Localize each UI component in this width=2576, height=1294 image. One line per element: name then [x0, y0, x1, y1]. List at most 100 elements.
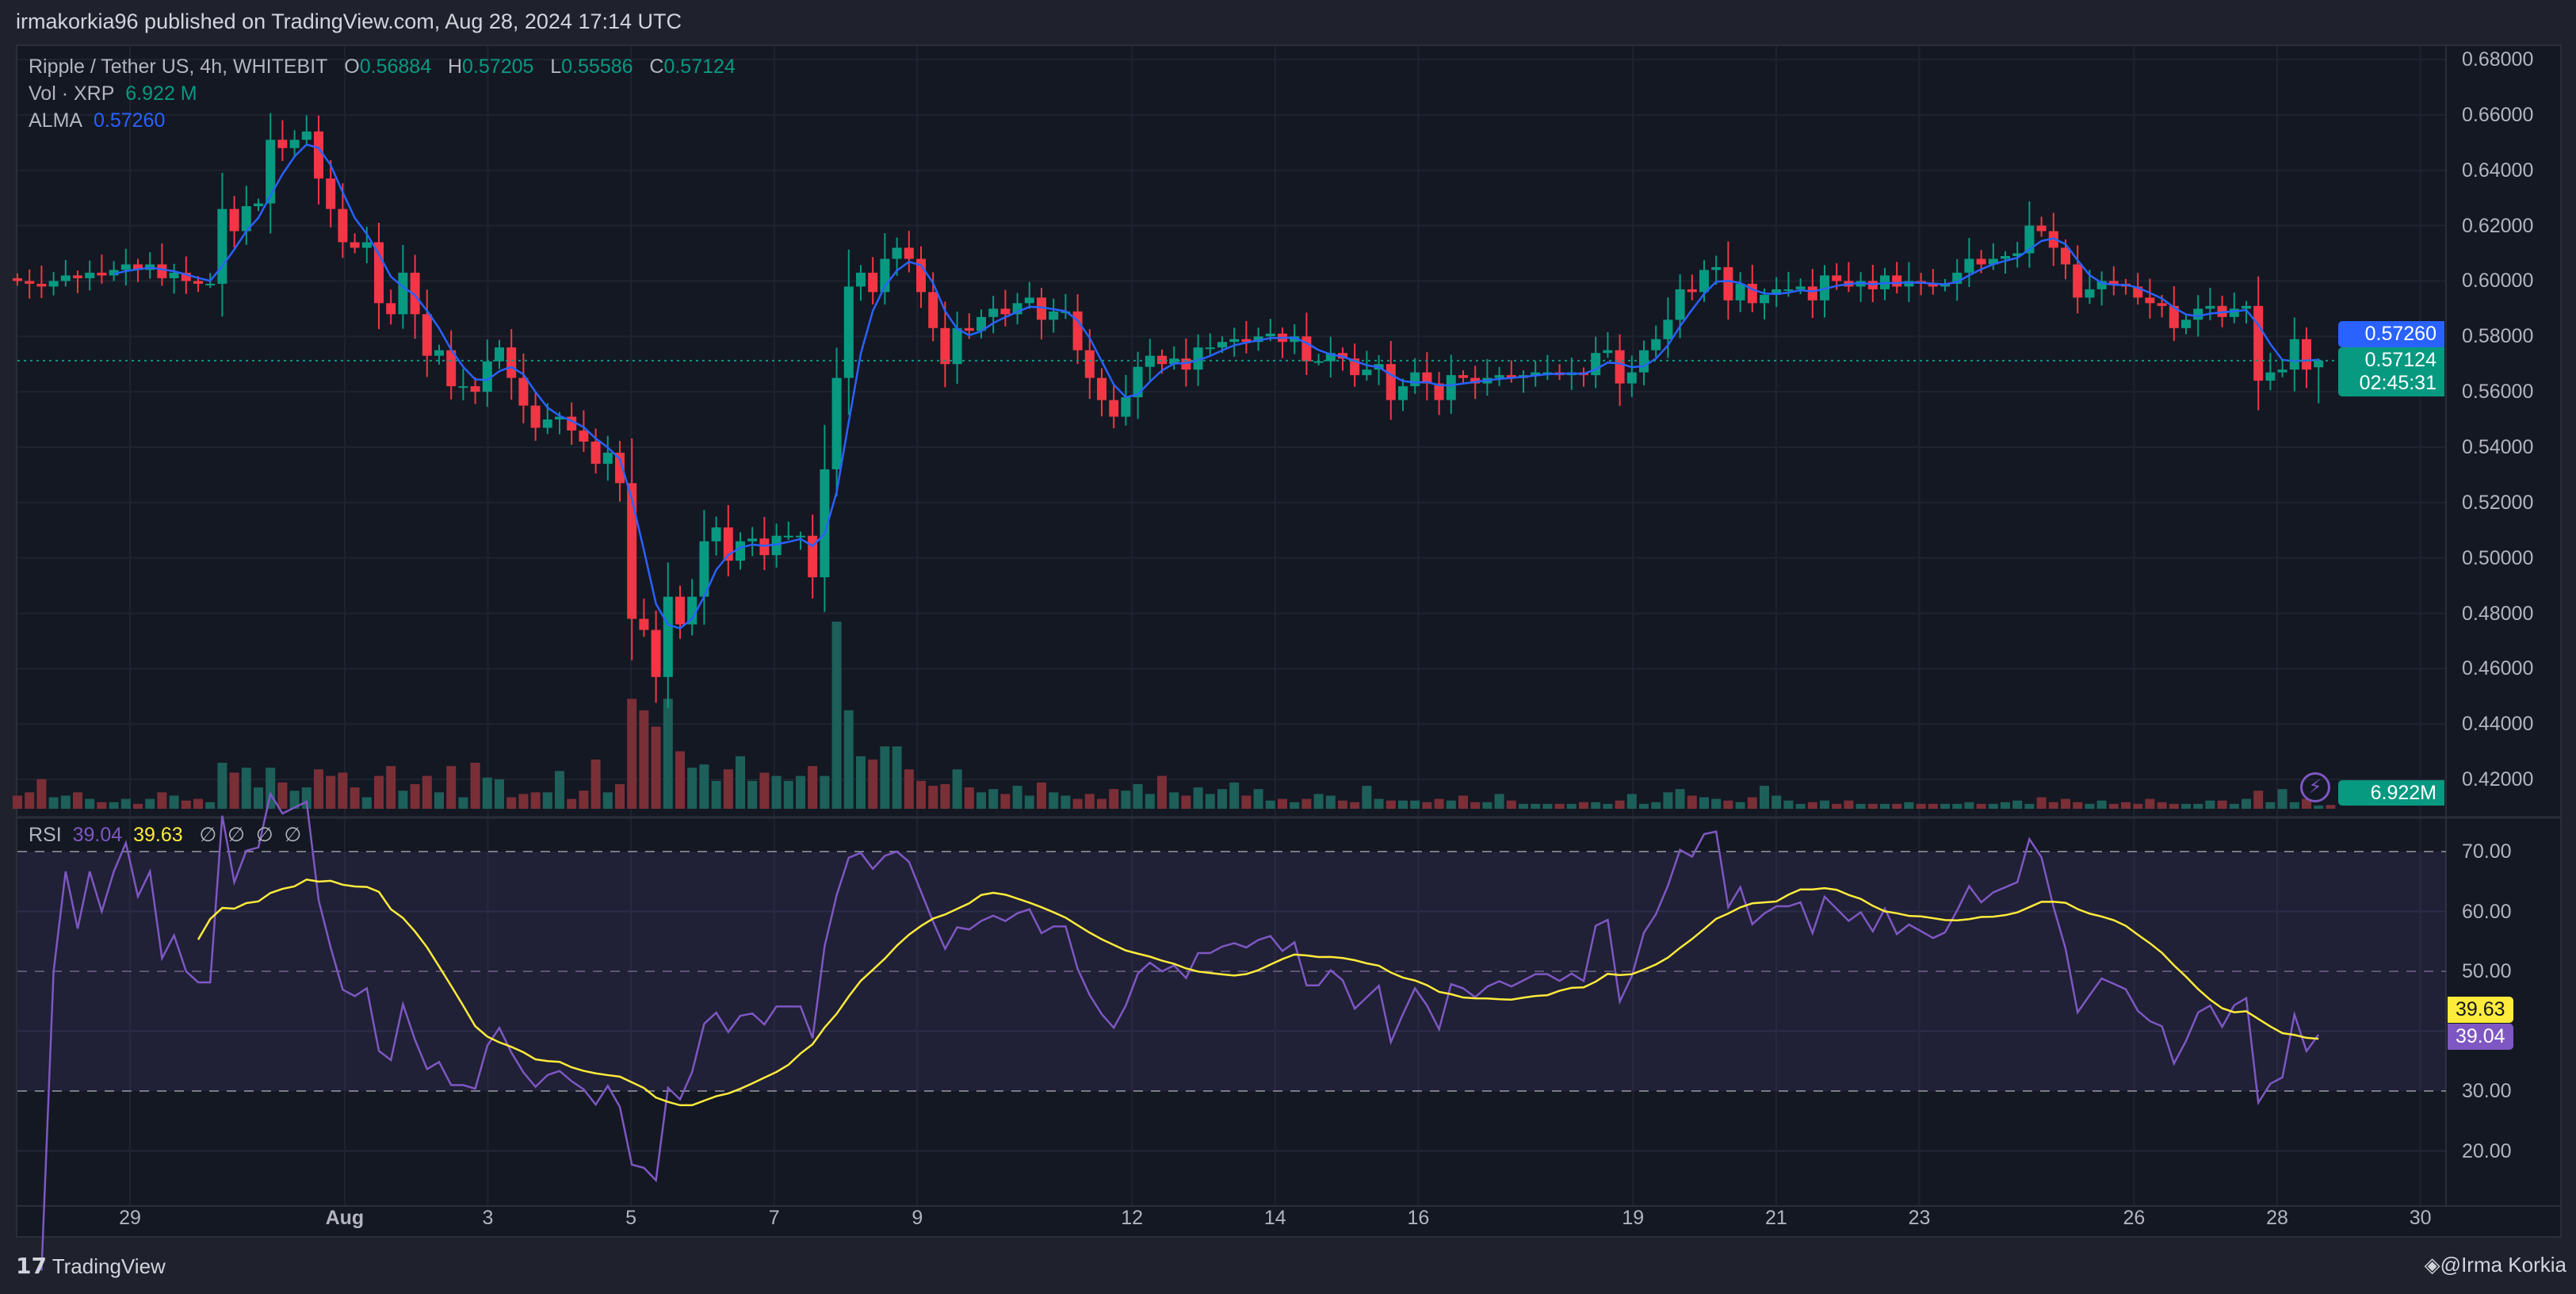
volume-bar — [1554, 803, 1565, 809]
candle-body — [1037, 297, 1046, 320]
time-tick-label: 9 — [912, 1207, 923, 1229]
candle-body — [1109, 400, 1119, 417]
candle-body — [1615, 350, 1625, 384]
candle-body — [1229, 339, 1240, 343]
volume-bar — [1892, 803, 1902, 809]
candle-body — [2157, 303, 2167, 306]
price-tick-label: 0.66000 — [2462, 103, 2534, 126]
volume-bar — [711, 780, 721, 809]
volume-bar — [1265, 800, 1275, 809]
volume-legend[interactable]: Vol · XRP 6.922 M — [29, 82, 197, 105]
candle-body — [627, 483, 637, 619]
volume-bar — [1241, 795, 1252, 809]
rsi-tick-label: 20.00 — [2462, 1139, 2512, 1162]
volume-bar — [2314, 805, 2324, 809]
price-tick-label: 0.48000 — [2462, 602, 2534, 625]
volume-bar — [2326, 805, 2336, 809]
candle-body — [85, 272, 95, 278]
rsi-tick-label: 60.00 — [2462, 900, 2512, 923]
candle-body — [1807, 286, 1817, 301]
volume-bar — [868, 759, 878, 809]
volume-bar — [904, 769, 914, 809]
candle-body — [1663, 320, 1673, 339]
volume-bar — [2289, 802, 2299, 809]
volume-bar — [940, 783, 950, 809]
candle-body — [747, 538, 758, 542]
volume-bar — [2048, 802, 2058, 809]
volume-bar — [2265, 802, 2276, 809]
lightning-icon[interactable]: ⚡ — [2300, 772, 2330, 802]
symbol-legend[interactable]: Ripple / Tether US, 4h, WHITEBIT O0.5688… — [29, 56, 736, 78]
tradingview-logo[interactable]: 𝟭𝟳 TradingView — [16, 1253, 166, 1279]
rsi-line — [40, 791, 2320, 1271]
volume-bar — [1193, 787, 1203, 809]
candle-body — [495, 347, 504, 362]
candle-body — [651, 630, 661, 677]
alma-legend[interactable]: ALMA 0.57260 — [29, 109, 165, 132]
candle-body — [13, 278, 22, 281]
candle-body — [1217, 342, 1227, 348]
volume-bar — [85, 798, 95, 809]
alma-value: 0.57260 — [94, 109, 166, 132]
volume-bar — [2024, 803, 2035, 809]
candle-body — [1362, 369, 1372, 376]
volume-bar — [326, 775, 336, 809]
candle-body — [1795, 286, 1806, 289]
candle-body — [2036, 225, 2047, 232]
candle-body — [193, 281, 203, 284]
volume-bar — [97, 802, 107, 809]
volume-bar — [736, 756, 745, 809]
volume-bar — [1566, 803, 1577, 809]
volume-bar — [1446, 800, 1456, 809]
rsi-legend[interactable]: RSI 39.04 39.63 ∅ ∅ ∅ ∅ — [29, 823, 301, 847]
volume-bar — [2229, 803, 2239, 809]
volume-bar — [1699, 797, 1709, 809]
volume-bar — [193, 798, 203, 809]
candle-body — [1783, 289, 1794, 291]
volume-value: 6.922 M — [125, 82, 197, 105]
candle-body — [687, 596, 698, 625]
na-value: ∅ — [227, 824, 245, 846]
volume-bar — [1024, 795, 1034, 809]
volume-bar — [229, 772, 239, 809]
volume-bar — [434, 792, 444, 809]
volume-bar — [602, 792, 613, 809]
candle-body — [458, 386, 468, 389]
time-tick-label: 21 — [1764, 1207, 1787, 1229]
candle-body — [254, 203, 263, 207]
candle-body — [1723, 266, 1733, 301]
volume-tag: 6.922M — [2338, 780, 2444, 806]
candle-body — [1735, 283, 1745, 301]
volume-bar — [796, 775, 805, 809]
bar-countdown: 02:45:31 — [2359, 372, 2436, 394]
time-tick-label: 3 — [482, 1207, 494, 1229]
author-link[interactable]: ◈@Irma Korkia — [2425, 1253, 2566, 1277]
volume-bar — [25, 792, 35, 809]
volume-bar — [820, 775, 830, 809]
volume-bar — [1000, 794, 1011, 809]
candle-body — [205, 283, 216, 285]
candle-body — [2193, 308, 2203, 320]
candle-body — [977, 316, 986, 331]
candle-body — [1000, 308, 1011, 315]
volume-bar — [2061, 798, 2070, 809]
volume-bar — [1675, 789, 1685, 809]
candle-body — [2061, 247, 2070, 265]
candle-body — [1169, 358, 1179, 365]
candle-body — [1687, 289, 1697, 293]
time-tick-label: 14 — [1263, 1207, 1286, 1229]
volume-bar — [1084, 794, 1095, 809]
volume-bar — [2169, 803, 2179, 809]
volume-bar — [1133, 783, 1143, 809]
candle-body — [892, 247, 902, 259]
volume-bar — [964, 787, 974, 809]
tv-logo-icon: 𝟭𝟳 — [16, 1254, 47, 1278]
volume-bar — [217, 763, 227, 809]
volume-bar — [988, 789, 999, 809]
volume-bar — [1458, 795, 1468, 809]
candle-body — [2145, 297, 2155, 304]
candle-body — [1494, 375, 1504, 378]
candle-body — [1711, 266, 1722, 270]
candle-body — [1205, 347, 1215, 350]
